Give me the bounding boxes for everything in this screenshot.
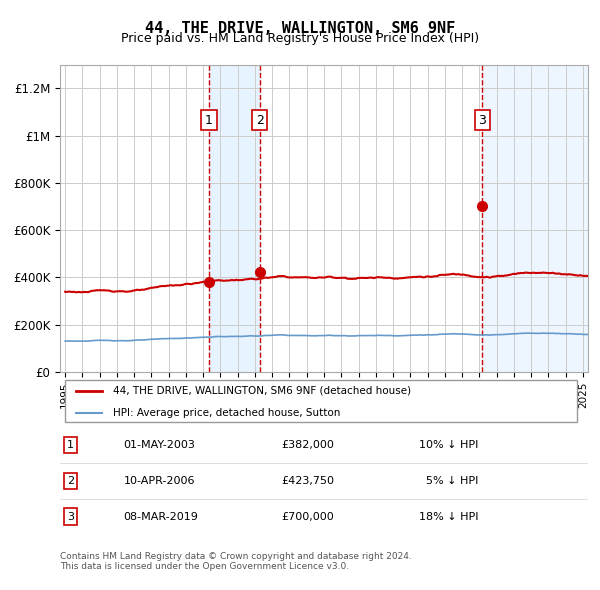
Text: 2: 2 <box>256 114 263 127</box>
Text: 44, THE DRIVE, WALLINGTON, SM6 9NF (detached house): 44, THE DRIVE, WALLINGTON, SM6 9NF (deta… <box>113 386 411 396</box>
FancyBboxPatch shape <box>65 380 577 422</box>
Text: 01-MAY-2003: 01-MAY-2003 <box>124 440 195 450</box>
Bar <box>482 65 600 372</box>
Text: 10-APR-2006: 10-APR-2006 <box>124 476 195 486</box>
Text: £423,750: £423,750 <box>282 476 335 486</box>
Text: Price paid vs. HM Land Registry's House Price Index (HPI): Price paid vs. HM Land Registry's House … <box>121 32 479 45</box>
Text: £382,000: £382,000 <box>282 440 335 450</box>
Text: 1: 1 <box>67 440 74 450</box>
Bar <box>209 65 260 372</box>
Text: 18% ↓ HPI: 18% ↓ HPI <box>419 512 479 522</box>
Text: HPI: Average price, detached house, Sutton: HPI: Average price, detached house, Sutt… <box>113 408 340 418</box>
Text: 1: 1 <box>205 114 213 127</box>
Text: 10% ↓ HPI: 10% ↓ HPI <box>419 440 478 450</box>
Text: 5% ↓ HPI: 5% ↓ HPI <box>419 476 478 486</box>
Text: 08-MAR-2019: 08-MAR-2019 <box>124 512 198 522</box>
Text: 3: 3 <box>478 114 487 127</box>
Text: £700,000: £700,000 <box>282 512 335 522</box>
Text: Contains HM Land Registry data © Crown copyright and database right 2024.
This d: Contains HM Land Registry data © Crown c… <box>60 552 412 571</box>
Text: 44, THE DRIVE, WALLINGTON, SM6 9NF: 44, THE DRIVE, WALLINGTON, SM6 9NF <box>145 21 455 35</box>
Text: 2: 2 <box>67 476 74 486</box>
Text: 3: 3 <box>67 512 74 522</box>
